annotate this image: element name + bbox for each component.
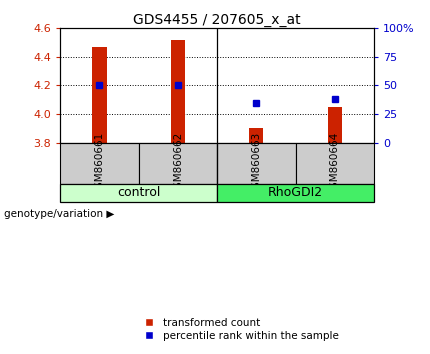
Text: GSM860663: GSM860663: [252, 132, 261, 195]
Text: GSM860662: GSM860662: [173, 132, 183, 195]
Bar: [138, 143, 217, 184]
Title: GDS4455 / 207605_x_at: GDS4455 / 207605_x_at: [133, 13, 301, 27]
Text: GSM860661: GSM860661: [95, 132, 104, 195]
Bar: [249, 128, 264, 143]
Text: genotype/variation ▶: genotype/variation ▶: [4, 209, 115, 219]
Legend: transformed count, percentile rank within the sample: transformed count, percentile rank withi…: [134, 314, 344, 345]
Bar: [171, 40, 185, 143]
Bar: [217, 184, 374, 202]
Bar: [60, 184, 217, 202]
Text: control: control: [117, 187, 160, 199]
Bar: [92, 47, 107, 143]
Bar: [296, 143, 374, 184]
Bar: [60, 143, 138, 184]
Bar: [328, 107, 342, 143]
Bar: [217, 143, 296, 184]
Text: GSM860664: GSM860664: [330, 132, 340, 195]
Text: RhoGDI2: RhoGDI2: [268, 187, 323, 199]
